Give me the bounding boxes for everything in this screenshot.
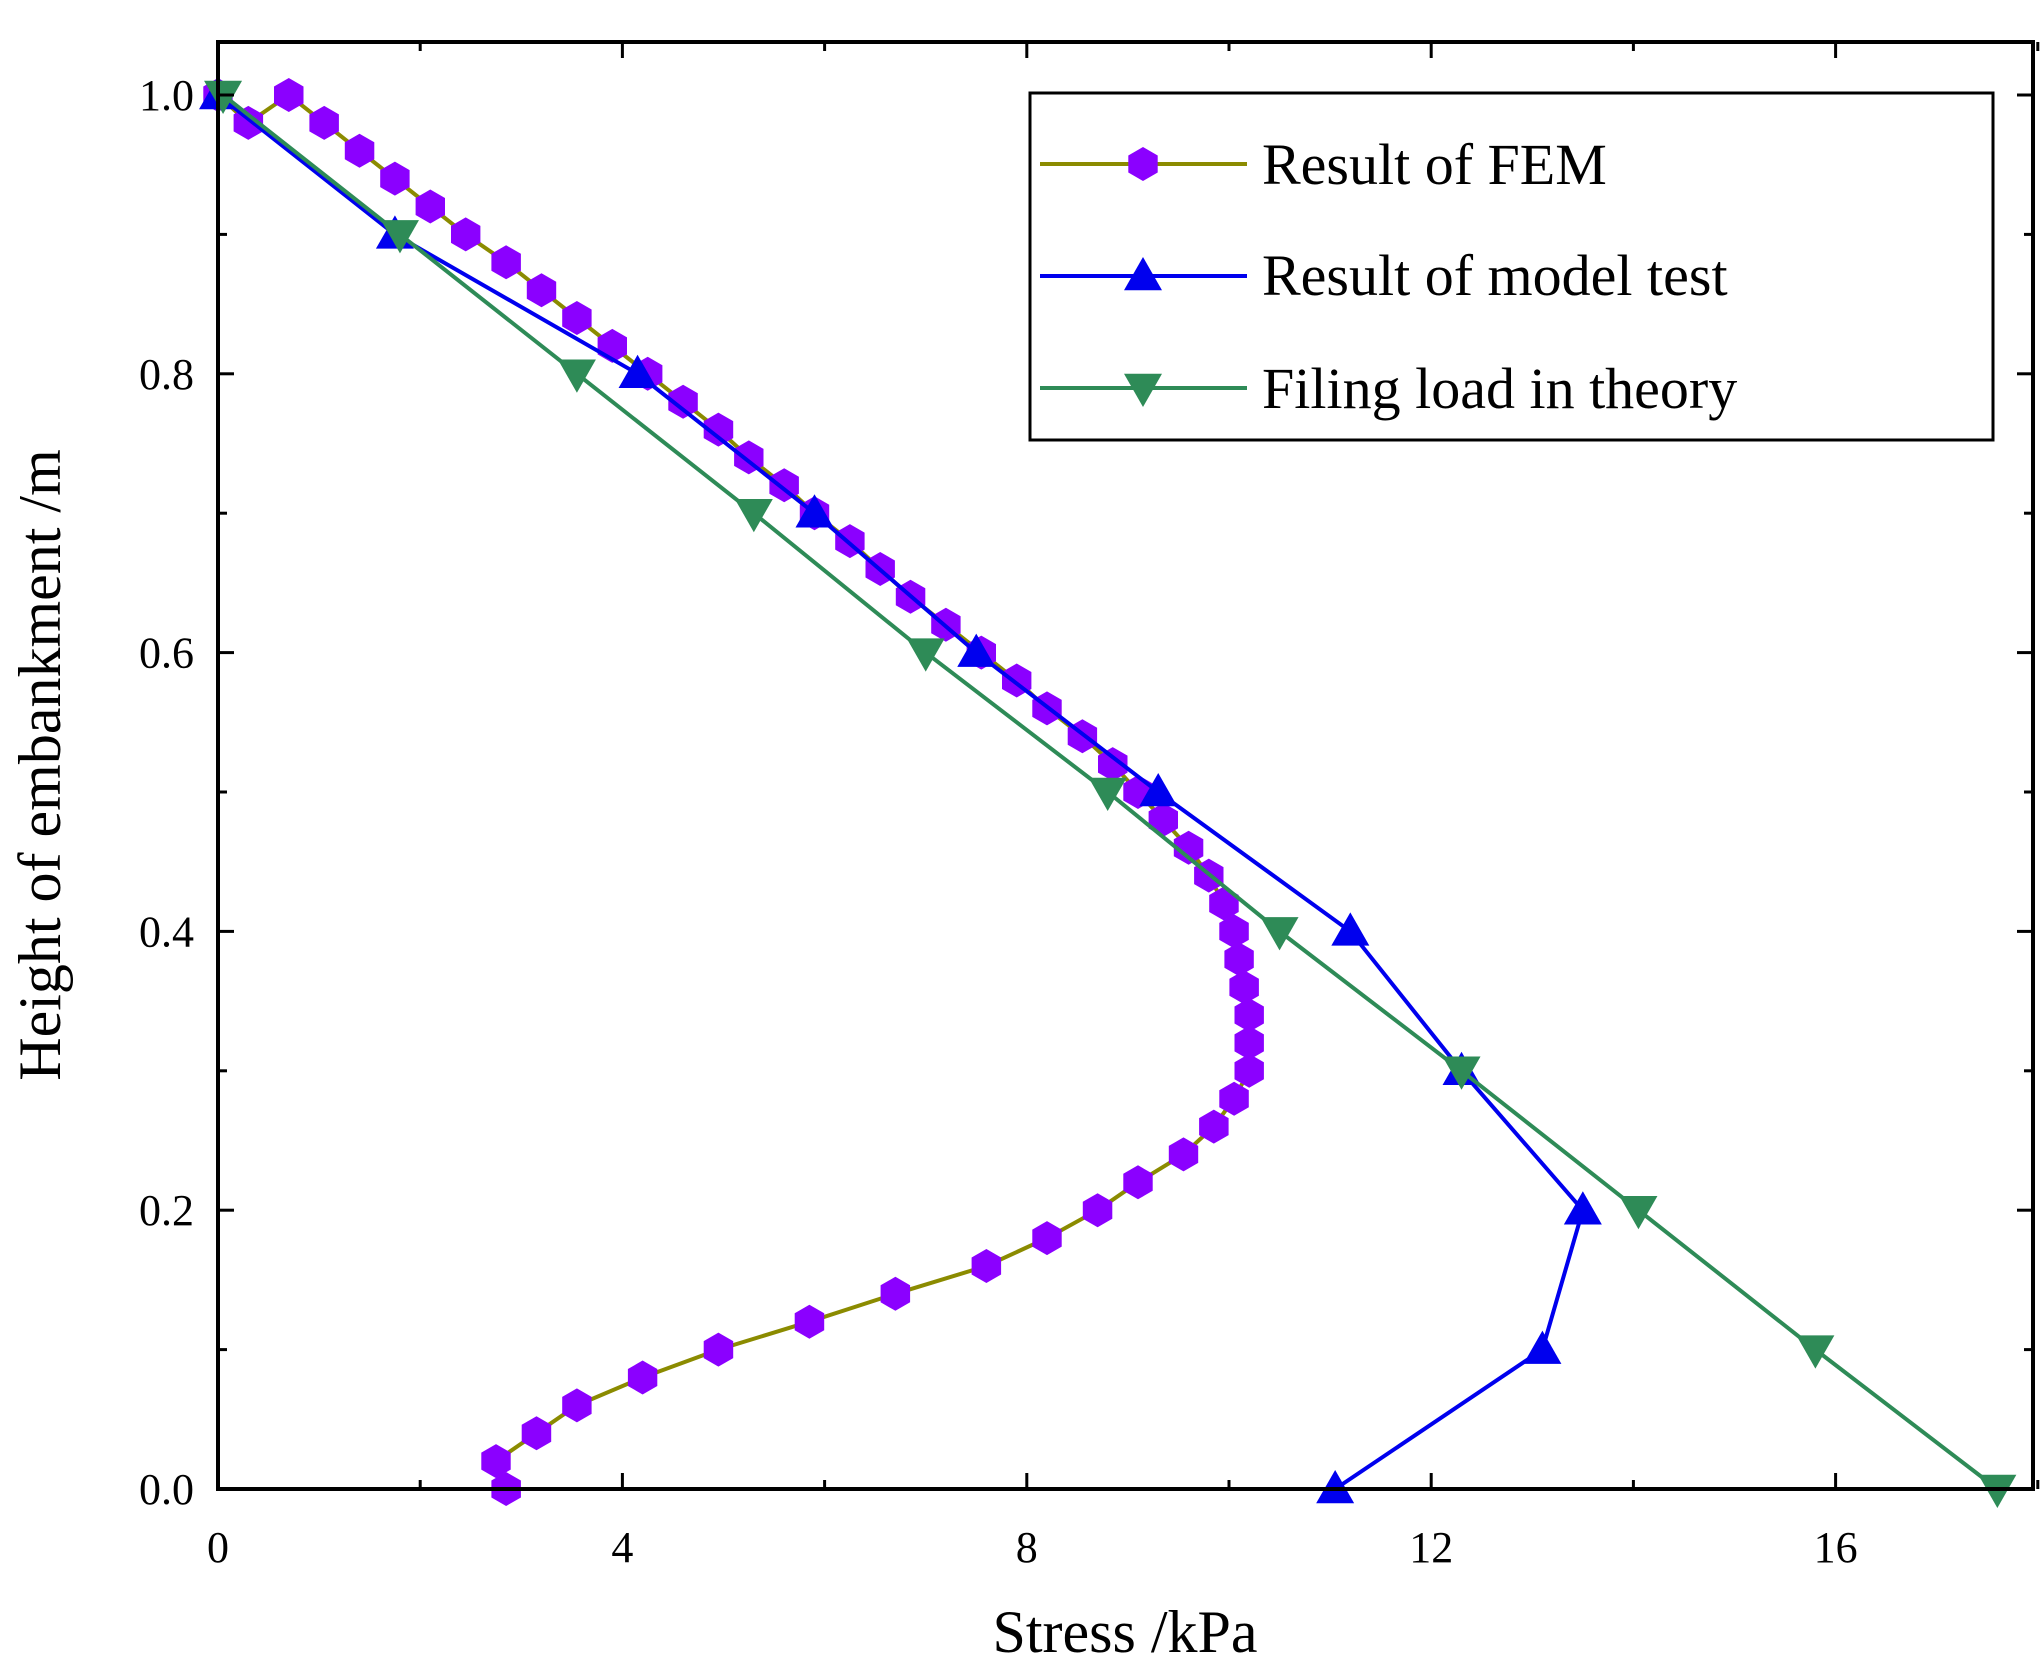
- data-point-theory: [906, 638, 945, 672]
- y-axis-title: Height of embankment /m: [7, 449, 73, 1081]
- data-point-theory: [557, 359, 596, 393]
- data-point-theory: [204, 80, 243, 114]
- y-tick-label: 0.2: [139, 1186, 194, 1235]
- data-point-theory: [1442, 1056, 1481, 1090]
- data-point-theory: [734, 498, 773, 533]
- legend-label-fem: Result of FEM: [1262, 132, 1607, 197]
- data-point-model-test: [1331, 912, 1370, 946]
- data-point-theory: [1796, 1335, 1835, 1369]
- x-tick-label: 12: [1409, 1523, 1453, 1572]
- data-point-fem: [703, 1332, 734, 1367]
- legend-box: [1028, 91, 1995, 442]
- y-tick-label: 1.0: [139, 71, 194, 120]
- data-point-fem: [1199, 1109, 1229, 1144]
- data-point-theory: [380, 220, 419, 254]
- data-point-model-test: [1563, 1191, 1602, 1225]
- data-point-fem: [1219, 1081, 1249, 1116]
- data-point-model-test: [618, 354, 657, 389]
- data-point-fem: [880, 1276, 911, 1311]
- series-fem: [203, 78, 1264, 1506]
- plot-marks: [199, 76, 2017, 1508]
- data-point-model-test: [1139, 773, 1178, 807]
- x-tick-label: 16: [1814, 1523, 1858, 1572]
- data-point-fem: [1032, 1221, 1062, 1256]
- data-point-fem: [1123, 1165, 1153, 1200]
- data-point-fem: [309, 105, 339, 140]
- legend-marker-model-test: [1124, 257, 1162, 291]
- data-point-fem: [1173, 830, 1204, 865]
- data-point-fem: [1229, 970, 1259, 1005]
- data-point-fem: [1219, 914, 1249, 949]
- data-point-fem: [1098, 747, 1128, 782]
- data-point-fem: [1234, 1053, 1264, 1088]
- data-point-fem: [668, 384, 698, 419]
- x-axis-title: Stress /kPa: [992, 1599, 1257, 1665]
- y-tick-label: 0.8: [139, 350, 194, 399]
- y-tick-label: 0.4: [139, 907, 194, 956]
- data-point-fem: [1234, 1025, 1264, 1060]
- data-point-fem: [380, 161, 410, 196]
- data-point-fem: [562, 1388, 592, 1423]
- legend-marker-theory: [1124, 373, 1162, 407]
- data-point-fem: [491, 245, 521, 280]
- data-point-fem: [1082, 1193, 1113, 1228]
- legend-items: [1040, 147, 1247, 407]
- axis-ticks: [216, 42, 2040, 1491]
- data-point-fem: [451, 217, 481, 252]
- data-point-fem: [526, 273, 557, 308]
- data-point-theory: [1619, 1195, 1658, 1230]
- axis-tick-labels: 0 4 8 12 16 0.0 0.2 0.4 0.6 0.8 1.0: [139, 71, 1858, 1572]
- data-point-fem: [521, 1416, 552, 1451]
- data-point-model-test: [957, 633, 996, 667]
- legend-marker-fem: [1128, 147, 1158, 181]
- data-point-fem: [1168, 1137, 1199, 1172]
- data-point-fem: [1209, 886, 1239, 921]
- data-point-theory: [1088, 777, 1127, 811]
- data-point-fem: [274, 78, 304, 112]
- series-theory: [204, 80, 2017, 1508]
- legend-label-theory: Filing load in theory: [1262, 356, 1737, 421]
- data-point-fem: [971, 1249, 1002, 1283]
- y-tick-label: 0.6: [139, 629, 194, 678]
- data-point-fem: [1234, 998, 1264, 1032]
- data-point-model-test: [1523, 1330, 1562, 1364]
- plot-frame: [216, 40, 2035, 1491]
- data-point-theory: [1260, 917, 1299, 951]
- data-point-fem: [794, 1304, 825, 1339]
- data-point-fem: [562, 301, 592, 335]
- data-point-theory: [1978, 1474, 2017, 1508]
- data-point-fem: [1224, 942, 1254, 977]
- x-tick-label: 4: [611, 1523, 633, 1572]
- data-point-model-test: [795, 494, 834, 528]
- legend: Result of FEM Result of model test Filin…: [1028, 91, 1995, 442]
- y-tick-label: 0.0: [139, 1465, 194, 1514]
- x-tick-label: 8: [1016, 1523, 1038, 1572]
- x-tick-label: 0: [207, 1523, 229, 1572]
- data-point-fem: [1148, 802, 1178, 837]
- data-point-fem: [627, 1360, 658, 1395]
- data-point-model-test: [1316, 1470, 1355, 1504]
- legend-label-model-test: Result of model test: [1262, 243, 1728, 308]
- data-point-fem: [344, 133, 375, 168]
- data-point-fem: [415, 189, 445, 224]
- data-point-fem: [481, 1444, 511, 1479]
- data-point-fem: [703, 412, 734, 447]
